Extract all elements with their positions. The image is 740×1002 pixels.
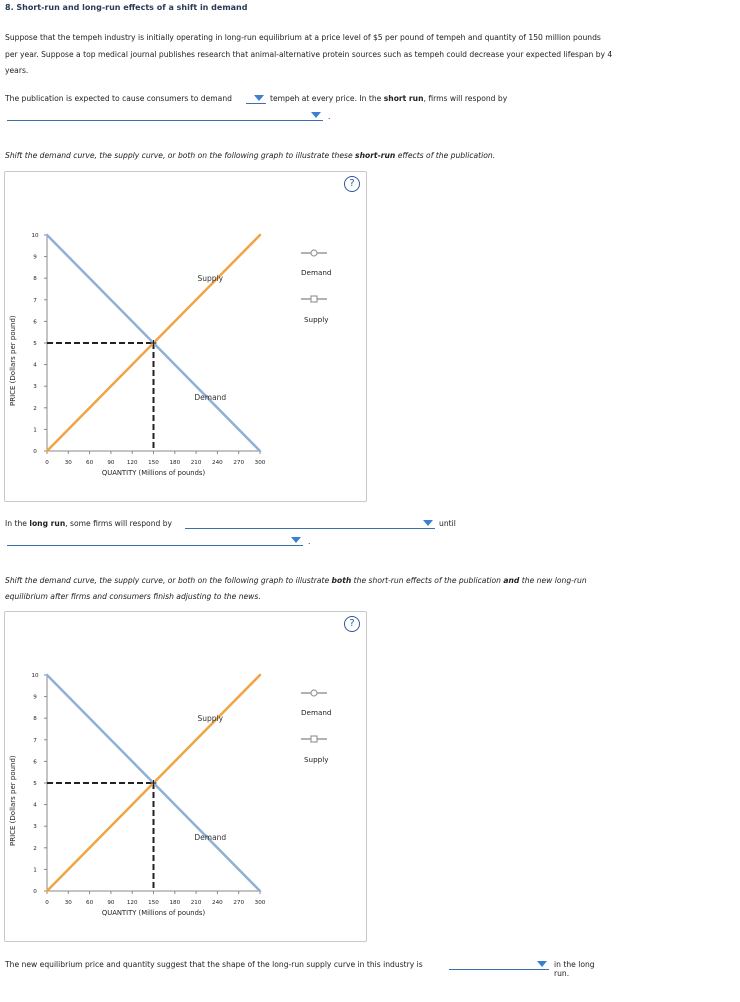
instruction-long-run: Shift the demand curve, the supply curve… bbox=[5, 576, 587, 601]
x-axis-label: QUANTITY (Millions of pounds) bbox=[102, 909, 206, 917]
legend-demand-tool[interactable] bbox=[299, 243, 329, 257]
y-tick-label: 8 bbox=[33, 276, 37, 282]
q2-end: . bbox=[308, 537, 311, 546]
chevron-down-icon bbox=[537, 961, 547, 967]
legend-demand-line bbox=[301, 249, 327, 257]
x-tick-label: 0 bbox=[45, 900, 49, 906]
x-tick-label: 30 bbox=[65, 460, 73, 466]
y-tick-label: 6 bbox=[33, 759, 37, 765]
graph-panel-short-run: ? PRICE (Dollars per pound) 0 1 2 3 4 5 6 7 8 9 10… bbox=[4, 171, 367, 502]
y-tick-label: 6 bbox=[33, 319, 37, 325]
long-run-supply-shape-dropdown[interactable] bbox=[449, 959, 549, 970]
x-tick-label: 60 bbox=[86, 460, 94, 466]
graph-panel-long-run: ? PRICE (Dollars per pound) 0 1 2 3 4 5 6 7 8 9 10… bbox=[4, 611, 367, 942]
x-axis-label: QUANTITY (Millions of pounds) bbox=[102, 469, 206, 477]
long-run-until-dropdown[interactable] bbox=[7, 535, 303, 546]
x-tick-label: 210 bbox=[191, 460, 202, 466]
y-tick-label: 7 bbox=[33, 738, 37, 744]
y-tick-label: 4 bbox=[33, 363, 37, 369]
y-tick-label: 10 bbox=[31, 673, 39, 679]
page-title: 8. Short-run and long-run effects of a s… bbox=[5, 3, 248, 12]
x-tick-label: 210 bbox=[191, 900, 202, 906]
y-tick-label: 0 bbox=[33, 449, 37, 455]
x-tick-label: 180 bbox=[169, 460, 180, 466]
supply-demand-graph[interactable]: 0 1 2 3 4 5 6 7 8 9 10 0 30 60 90 120 150 180 210 240 270 300… bbox=[5, 612, 366, 941]
x-tick-label: 150 bbox=[148, 900, 159, 906]
y-tick-label: 7 bbox=[33, 298, 37, 304]
supply-demand-graph[interactable]: 0 1 2 3 4 5 6 7 8 9 10 0 30 60 90 120 150 180 210 240 270 300… bbox=[5, 172, 366, 501]
y-tick-label: 3 bbox=[33, 824, 37, 830]
y-tick-label: 2 bbox=[33, 846, 37, 852]
equilibrium-point bbox=[150, 340, 157, 346]
y-tick-label: 2 bbox=[33, 406, 37, 412]
y-tick-label: 10 bbox=[31, 233, 39, 239]
q2-text: In the long run, some firms will respond… bbox=[5, 519, 173, 528]
y-tick-label: 9 bbox=[33, 255, 37, 261]
help-icon[interactable]: ? bbox=[344, 176, 360, 192]
x-tick-label: 60 bbox=[86, 900, 94, 906]
y-tick-label: 1 bbox=[33, 427, 37, 433]
legend-supply-label: Supply bbox=[304, 315, 329, 324]
x-tick-label: 120 bbox=[127, 900, 138, 906]
supply-curve-label: Supply bbox=[198, 714, 224, 723]
legend-supply-line bbox=[301, 735, 327, 743]
q1-middle: tempeh at every price. In the short run,… bbox=[270, 94, 508, 103]
demand-curve-label: Demand bbox=[194, 393, 226, 402]
legend-demand-label: Demand bbox=[301, 708, 332, 717]
long-run-response-dropdown[interactable] bbox=[185, 518, 435, 529]
legend-supply-tool[interactable] bbox=[299, 729, 329, 743]
x-tick-label: 150 bbox=[148, 460, 159, 466]
chevron-down-icon bbox=[423, 520, 433, 526]
legend-supply-line bbox=[301, 295, 327, 303]
q1-end: . bbox=[328, 112, 331, 121]
legend-demand-line bbox=[301, 689, 327, 697]
x-tick-label: 30 bbox=[65, 900, 73, 906]
q1-prefix: The publication is expected to cause con… bbox=[5, 94, 232, 103]
intro-paragraph: Suppose that the tempeh industry is init… bbox=[5, 33, 613, 75]
x-tick-label: 270 bbox=[233, 900, 244, 906]
demand-curve-label: Demand bbox=[194, 833, 226, 842]
x-tick-label: 90 bbox=[107, 460, 115, 466]
q3-text: The new equilibrium price and quantity s… bbox=[5, 960, 423, 969]
equilibrium-point bbox=[150, 780, 157, 786]
legend-demand-label: Demand bbox=[301, 268, 332, 277]
y-tick-label: 5 bbox=[33, 341, 37, 347]
q2-until: until bbox=[439, 519, 456, 528]
short-run-response-dropdown[interactable] bbox=[7, 110, 323, 121]
x-tick-label: 0 bbox=[45, 460, 49, 466]
y-tick-label: 0 bbox=[33, 889, 37, 895]
q3-end: in the long run. bbox=[554, 960, 595, 978]
supply-curve-label: Supply bbox=[198, 274, 224, 283]
x-tick-label: 270 bbox=[233, 460, 244, 466]
x-tick-label: 300 bbox=[255, 460, 266, 466]
y-tick-label: 8 bbox=[33, 716, 37, 722]
legend-demand-tool[interactable] bbox=[299, 683, 329, 697]
x-tick-label: 120 bbox=[127, 460, 138, 466]
x-tick-label: 180 bbox=[169, 900, 180, 906]
y-tick-label: 5 bbox=[33, 781, 37, 787]
legend-supply-label: Supply bbox=[304, 755, 329, 764]
y-tick-label: 3 bbox=[33, 384, 37, 390]
legend-supply-tool[interactable] bbox=[299, 289, 329, 303]
demand-change-dropdown[interactable] bbox=[246, 93, 266, 104]
x-tick-label: 240 bbox=[212, 460, 223, 466]
y-tick-label: 9 bbox=[33, 695, 37, 701]
chevron-down-icon bbox=[311, 112, 321, 118]
instruction-short-run: Shift the demand curve, the supply curve… bbox=[5, 151, 496, 160]
x-tick-label: 300 bbox=[255, 900, 266, 906]
help-icon[interactable]: ? bbox=[344, 616, 360, 632]
y-tick-label: 1 bbox=[33, 867, 37, 873]
y-tick-label: 4 bbox=[33, 803, 37, 809]
x-tick-label: 240 bbox=[212, 900, 223, 906]
chevron-down-icon bbox=[291, 537, 301, 543]
chevron-down-icon bbox=[254, 95, 264, 101]
x-tick-label: 90 bbox=[107, 900, 115, 906]
